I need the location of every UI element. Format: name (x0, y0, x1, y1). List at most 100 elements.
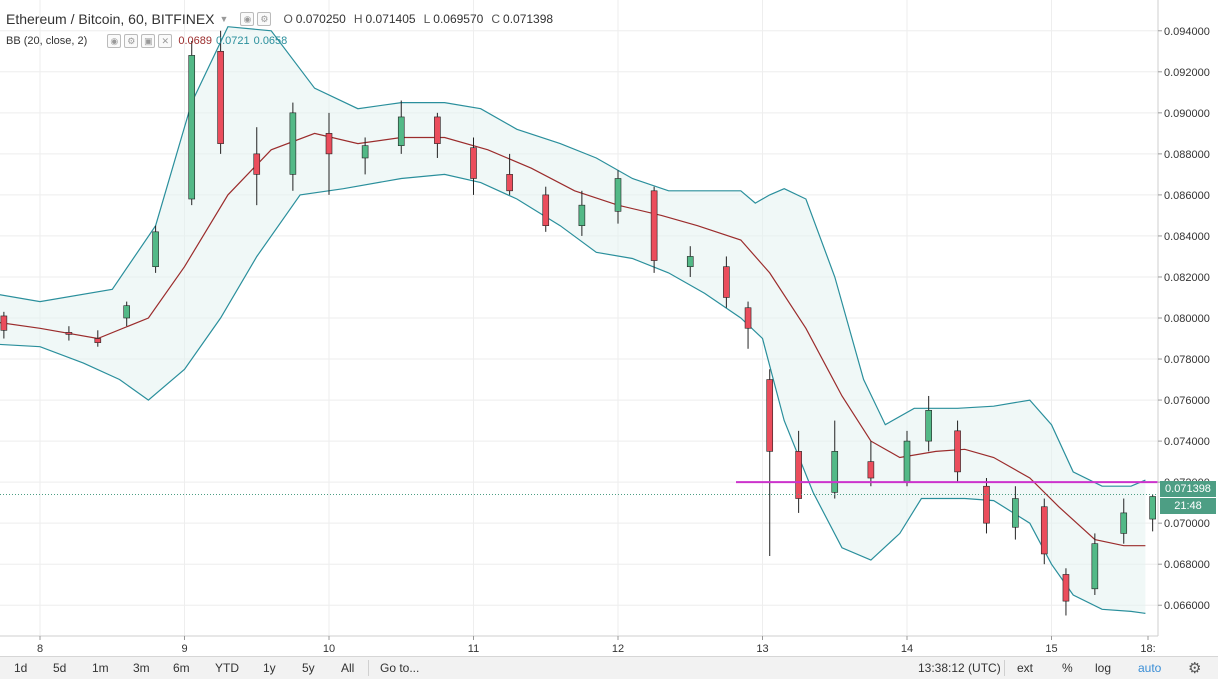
candle (795, 430, 802, 513)
price-axis[interactable]: 0.094000 0.092000 0.090000 0.088000 0.086000… (1157, 0, 1210, 636)
bottom-toolbar: 1d 5d 1m 3m 6m YTD 1y 5y All Go to... 13… (0, 656, 1218, 679)
ohlc-high-value: 0.071405 (365, 12, 416, 26)
candle (397, 100, 405, 154)
candle (542, 186, 550, 232)
symbol-menu-chevron-icon[interactable]: ▼ (219, 14, 229, 24)
settings-icon[interactable]: ⚙ (124, 34, 139, 48)
ext-toggle[interactable]: ext (1017, 661, 1034, 675)
symbol-legend: Ethereum / Bitcoin, 60, BITFINEX ▼ ◉ ⚙ O… (6, 11, 553, 27)
go-to-button[interactable]: Go to... (380, 661, 420, 675)
time-tick-label: 8 (37, 643, 43, 655)
price-tick-label: 0.082000 (1164, 272, 1210, 284)
range-1y-button[interactable]: 1y (263, 661, 276, 675)
candle (65, 326, 73, 341)
candle-body (925, 410, 932, 442)
range-6m-button[interactable]: 6m (173, 661, 190, 675)
symbol-title[interactable]: Ethereum / Bitcoin, 60, BITFINEX (6, 11, 215, 27)
settings-gear-icon[interactable]: ⚙ (1188, 660, 1202, 677)
candle (650, 186, 658, 273)
range-5d-button[interactable]: 5d (53, 661, 67, 675)
price-chart[interactable]: 0.094000 0.092000 0.090000 0.088000 0.086000… (0, 0, 1218, 656)
candle (188, 41, 196, 206)
candle (831, 420, 839, 499)
range-1m-button[interactable]: 1m (92, 661, 109, 675)
candle (361, 137, 369, 175)
range-ytd-button[interactable]: YTD (215, 661, 239, 675)
time-axis[interactable]: 8 9 10 11 12 13 14 15 18: (0, 635, 1158, 655)
candle (470, 137, 477, 195)
candle (1012, 486, 1019, 540)
candle (867, 441, 875, 487)
candle-body (94, 338, 102, 343)
candle-body (253, 153, 261, 175)
candle (217, 30, 224, 154)
price-tick-label: 0.086000 (1164, 190, 1210, 202)
ohlc-open-label: O (283, 12, 293, 26)
candle-body (0, 315, 8, 331)
percent-toggle[interactable]: % (1062, 661, 1073, 675)
candle (1040, 498, 1048, 565)
candle-body (506, 174, 513, 192)
candle-body (325, 133, 333, 155)
price-tick-label: 0.074000 (1164, 436, 1210, 448)
candle-body (578, 204, 586, 226)
candle-body (903, 440, 911, 483)
candle (925, 395, 932, 452)
candle-body (397, 116, 405, 146)
price-tick-label: 0.066000 (1164, 600, 1210, 612)
candle (983, 478, 990, 534)
candle-body (65, 332, 73, 335)
settings-icon[interactable]: ⚙ (257, 12, 272, 26)
candle-body (686, 256, 694, 268)
toolbar-divider (368, 660, 369, 676)
candle-body (867, 461, 875, 479)
candle (766, 369, 774, 556)
candle-body (361, 145, 369, 159)
candle (1120, 498, 1128, 544)
candle (744, 301, 752, 349)
price-tick-label: 0.080000 (1164, 313, 1210, 325)
range-3m-button[interactable]: 3m (133, 661, 150, 675)
candle (253, 127, 261, 206)
range-1d-button[interactable]: 1d (14, 661, 28, 675)
candle-body (1149, 496, 1156, 520)
candle (94, 330, 102, 347)
candle (0, 311, 8, 339)
price-tick-label: 0.088000 (1164, 149, 1210, 161)
toolbar-divider (1004, 660, 1005, 676)
candle (1091, 533, 1099, 595)
bb-basis-value: 0.0689 (178, 35, 212, 47)
candle (578, 190, 586, 236)
time-tick-label: 14 (901, 643, 913, 655)
time-tick-label: 15 (1045, 643, 1057, 655)
range-all-button[interactable]: All (341, 661, 355, 675)
candle-body (188, 55, 196, 200)
time-tick-label: 10 (323, 643, 335, 655)
candle-body (217, 50, 224, 144)
ohlc-open-value: 0.070250 (295, 12, 346, 26)
candle (1062, 568, 1070, 616)
candle-body (795, 451, 802, 499)
candle-body (123, 305, 130, 319)
close-icon[interactable]: ✕ (158, 34, 173, 48)
candle-body (470, 147, 477, 179)
clock-display[interactable]: 13:38:12 (UTC) (918, 661, 1001, 675)
source-icon[interactable]: ▣ (141, 34, 156, 48)
candle-body (1091, 543, 1099, 590)
time-tick-label: 13 (756, 643, 768, 655)
time-tick-label: 9 (181, 643, 187, 655)
range-5y-button[interactable]: 5y (302, 661, 315, 675)
bb-lower-value: 0.0658 (253, 35, 288, 47)
eye-icon[interactable]: ◉ (240, 12, 255, 26)
candle-body (744, 307, 752, 329)
candle-body (983, 485, 990, 524)
auto-toggle[interactable]: auto (1138, 661, 1162, 675)
time-tick-label: 18: (1140, 643, 1155, 655)
candle (506, 153, 513, 195)
candle-body (831, 451, 839, 493)
candle (723, 256, 730, 308)
eye-icon[interactable]: ◉ (107, 34, 122, 48)
log-toggle[interactable]: log (1095, 661, 1112, 675)
indicator-title[interactable]: BB (20, close, 2) (6, 35, 88, 47)
bollinger-lower-line (0, 173, 1146, 614)
